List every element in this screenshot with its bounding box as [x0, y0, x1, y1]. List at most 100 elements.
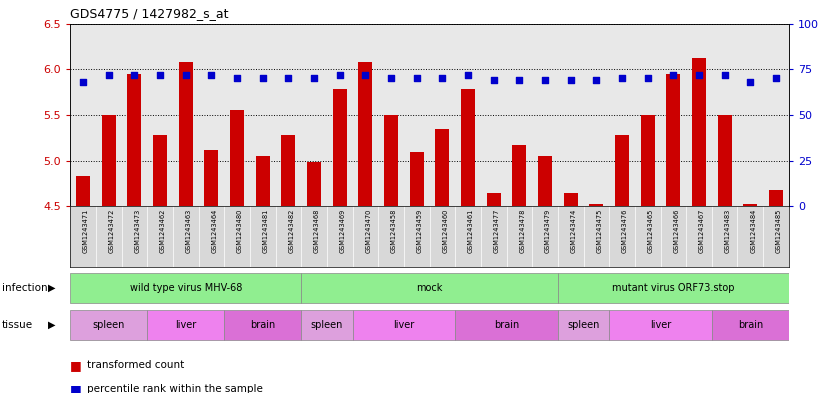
Point	[718, 72, 731, 78]
Text: GSM1243473: GSM1243473	[135, 209, 140, 253]
Text: GSM1243477: GSM1243477	[494, 209, 500, 253]
Point	[615, 75, 629, 82]
Point	[564, 77, 577, 83]
Bar	[563, 193, 577, 206]
Text: infection: infection	[2, 283, 47, 293]
Text: GSM1243462: GSM1243462	[160, 209, 166, 253]
Bar	[76, 176, 90, 206]
Text: ▶: ▶	[48, 320, 55, 330]
Point	[513, 77, 526, 83]
Point	[410, 75, 423, 82]
Bar	[487, 193, 501, 206]
Text: mock: mock	[416, 283, 443, 293]
Point	[667, 72, 680, 78]
Text: GSM1243459: GSM1243459	[416, 209, 423, 253]
Point	[128, 72, 141, 78]
Text: GDS4775 / 1427982_s_at: GDS4775 / 1427982_s_at	[70, 7, 229, 20]
Bar	[70, 273, 301, 303]
Text: GSM1243464: GSM1243464	[211, 209, 217, 253]
Text: spleen: spleen	[93, 320, 125, 330]
Text: liver: liver	[393, 320, 415, 330]
Text: transformed count: transformed count	[87, 360, 184, 371]
Bar	[743, 204, 757, 206]
Point	[102, 72, 116, 78]
Point	[205, 72, 218, 78]
Text: GSM1243465: GSM1243465	[648, 209, 653, 253]
Point	[384, 75, 397, 82]
Text: GSM1243479: GSM1243479	[545, 209, 551, 253]
Bar	[70, 310, 147, 340]
Point	[77, 79, 90, 85]
Text: spleen: spleen	[567, 320, 600, 330]
Bar	[692, 58, 706, 206]
Bar	[224, 310, 301, 340]
Bar	[609, 310, 712, 340]
Text: GSM1243480: GSM1243480	[237, 209, 243, 253]
Point	[358, 72, 372, 78]
Text: GSM1243474: GSM1243474	[571, 209, 577, 253]
Bar	[512, 145, 526, 206]
Text: brain: brain	[250, 320, 275, 330]
Bar	[147, 310, 224, 340]
Text: mutant virus ORF73.stop: mutant virus ORF73.stop	[612, 283, 734, 293]
Text: GSM1243466: GSM1243466	[673, 209, 679, 253]
Text: GSM1243463: GSM1243463	[186, 209, 192, 253]
Text: GSM1243469: GSM1243469	[339, 209, 346, 253]
Point	[256, 75, 269, 82]
Point	[692, 72, 705, 78]
Point	[154, 72, 167, 78]
Text: GSM1243471: GSM1243471	[83, 209, 89, 253]
Text: brain: brain	[738, 320, 763, 330]
Text: ■: ■	[70, 382, 82, 393]
Bar	[641, 115, 655, 206]
Point	[743, 79, 757, 85]
Text: ■: ■	[70, 359, 82, 372]
Bar	[333, 89, 347, 206]
Text: brain: brain	[494, 320, 519, 330]
Bar	[282, 135, 296, 206]
Text: GSM1243475: GSM1243475	[596, 209, 602, 253]
Bar	[461, 89, 475, 206]
Text: GSM1243482: GSM1243482	[288, 209, 294, 253]
Bar	[178, 62, 192, 206]
Bar	[301, 273, 558, 303]
Text: GSM1243478: GSM1243478	[520, 209, 525, 253]
Text: GSM1243467: GSM1243467	[699, 209, 705, 253]
Text: GSM1243483: GSM1243483	[724, 209, 731, 253]
Point	[282, 75, 295, 82]
Point	[436, 75, 449, 82]
Text: GSM1243461: GSM1243461	[468, 209, 474, 253]
Text: GSM1243470: GSM1243470	[365, 209, 372, 253]
Bar	[230, 110, 244, 206]
Point	[487, 77, 501, 83]
Point	[539, 77, 552, 83]
Bar	[455, 310, 558, 340]
Bar	[769, 190, 783, 206]
Bar	[204, 150, 218, 206]
Bar	[353, 310, 455, 340]
Bar	[410, 152, 424, 206]
Bar	[538, 156, 552, 206]
Bar	[712, 310, 789, 340]
Bar	[301, 310, 353, 340]
Bar	[558, 310, 609, 340]
Bar	[435, 129, 449, 206]
Point	[333, 72, 346, 78]
Bar	[358, 62, 373, 206]
Point	[179, 72, 192, 78]
Bar	[255, 156, 270, 206]
Point	[641, 75, 654, 82]
Text: GSM1243468: GSM1243468	[314, 209, 320, 253]
Bar	[153, 135, 167, 206]
Text: ▶: ▶	[48, 283, 55, 293]
Text: GSM1243458: GSM1243458	[391, 209, 397, 253]
Bar	[384, 115, 398, 206]
Text: liver: liver	[650, 320, 672, 330]
Bar	[615, 135, 629, 206]
Text: GSM1243476: GSM1243476	[622, 209, 628, 253]
Text: tissue: tissue	[2, 320, 33, 330]
Bar	[667, 74, 681, 206]
Text: GSM1243472: GSM1243472	[109, 209, 115, 253]
Text: GSM1243484: GSM1243484	[750, 209, 757, 253]
Point	[230, 75, 244, 82]
